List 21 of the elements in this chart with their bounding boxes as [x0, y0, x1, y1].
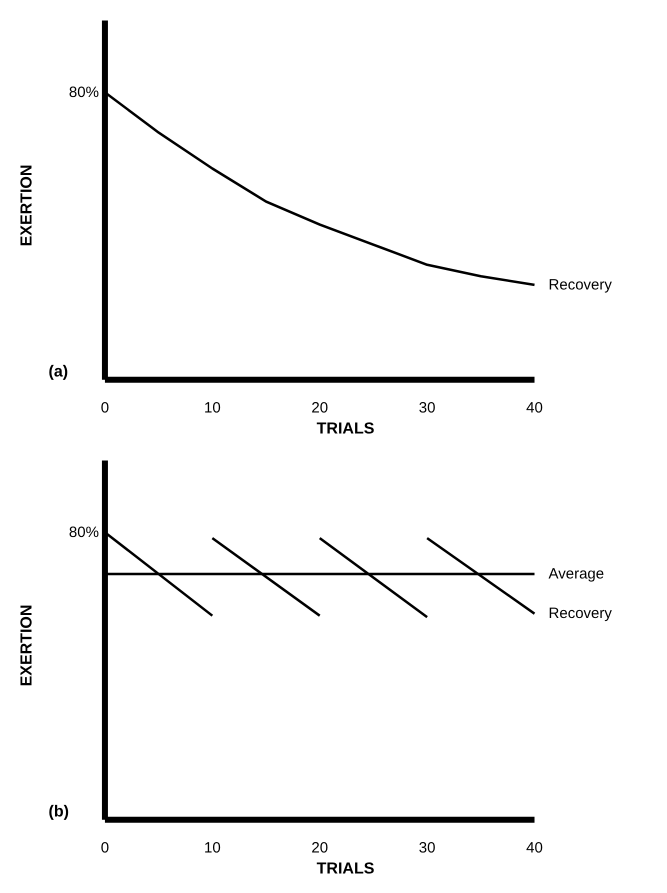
x-axis-title: TRIALS [316, 420, 375, 438]
x-tick-label: 10 [204, 840, 221, 856]
text: (b) [48, 804, 69, 820]
x-tick-label: 0 [100, 400, 110, 416]
x-tick-label: 10 [204, 400, 221, 416]
x-tick-label: 40 [526, 400, 543, 416]
y-axis-title: EXERTION [18, 604, 36, 686]
x-tick-label: 20 [311, 840, 328, 856]
x-tick-label: 40 [526, 840, 543, 856]
annotation: 80% [68, 524, 99, 541]
x-tick-label: 0 [100, 840, 110, 856]
text: (a) [48, 364, 68, 380]
x-tick-label: 20 [311, 400, 328, 416]
x-tick-label: 30 [418, 840, 436, 856]
series-label: Average [548, 566, 604, 583]
annotation: 80% [68, 84, 99, 101]
x-axis-title: TRIALS [316, 860, 375, 878]
series-label: Recovery [548, 605, 612, 622]
y-axis-title: EXERTION [18, 164, 36, 246]
x-tick-label: 30 [418, 400, 436, 416]
series-label: Recovery [548, 276, 612, 294]
